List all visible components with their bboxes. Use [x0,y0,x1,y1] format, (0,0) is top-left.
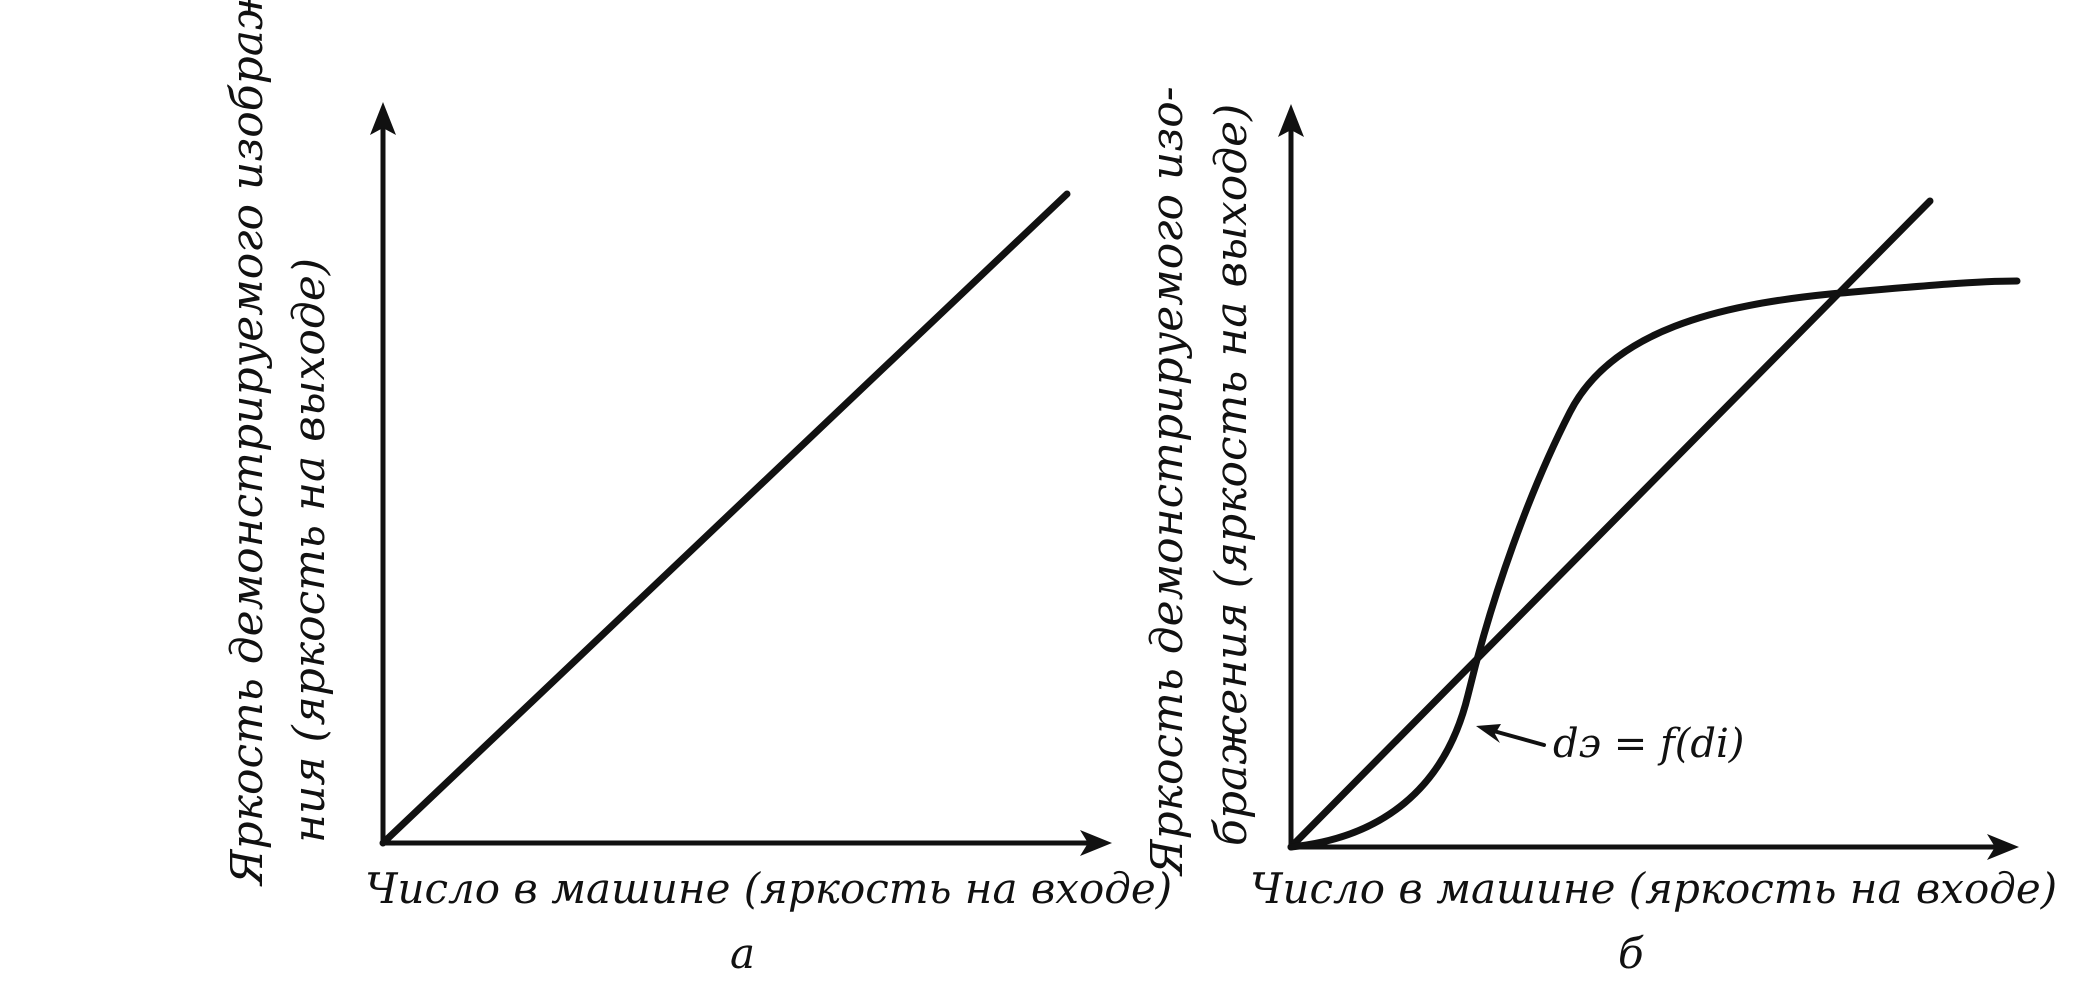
panel-a-y-label-line1: Яркость демонстрируемого изображе- [222,0,273,887]
panel-a: Яркость демонстрируемого изображе- ния (… [222,0,1172,978]
panel-a-y-label-line2: ния (яркость на выходе) [284,258,335,843]
panel-b-x-label: Число в машине (яркость на входе) [1250,864,2057,913]
panel-b-reference-line [1287,197,1934,851]
panel-b: Яркость демонстрируемого изо- бражения (… [1142,86,2057,978]
panel-b-x-axis-arrow [1987,834,2019,860]
panel-b-y-label-line2: бражения (яркость на выходе) [1206,104,1257,846]
panel-b-letter: б [1618,929,1644,978]
panel-a-linear-response-line [379,190,1071,847]
panel-a-x-axis-arrow [1080,830,1112,856]
panel-b-curve-pointer-arrow [1476,724,1501,743]
panel-a-y-axis-arrow [370,102,396,135]
panel-b-curve-pointer-line [1488,728,1546,747]
panel-b-y-axis-arrow [1278,104,1304,137]
panel-a-x-label: Число в машине (яркость на входе) [365,864,1172,913]
panel-b-response-curve [1287,277,2021,851]
panel-b-curve-label: dэ = f(di) [1553,721,1744,767]
panel-a-letter: а [730,929,755,978]
panel-b-y-label-line1: Яркость демонстрируемого изо- [1142,86,1193,877]
